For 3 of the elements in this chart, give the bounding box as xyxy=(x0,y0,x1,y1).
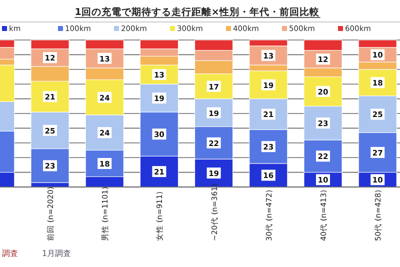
text: 調査 xyxy=(2,249,18,258)
title: 1回の充電で期待する走行距離×性別・年代・前回比較 xyxy=(74,7,320,18)
text: 1月調査 xyxy=(42,249,72,258)
